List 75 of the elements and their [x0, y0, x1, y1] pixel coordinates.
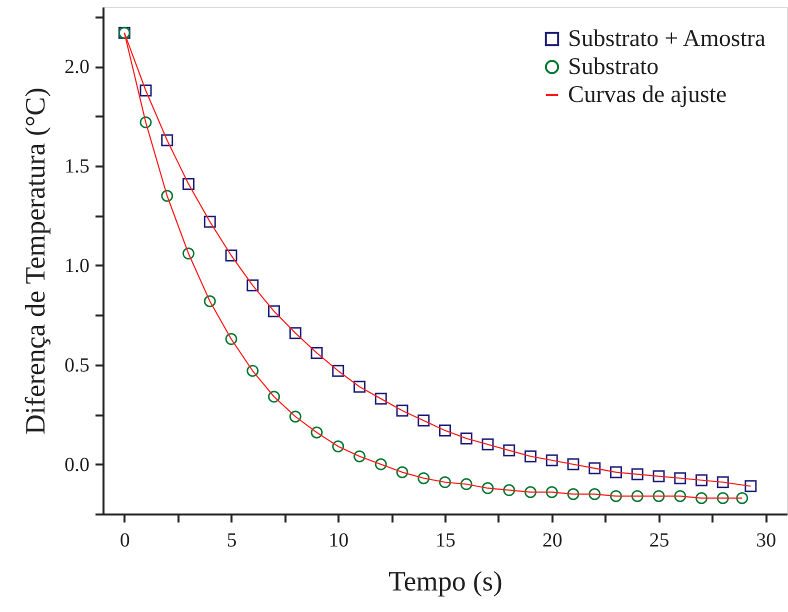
point	[588, 488, 601, 500]
x-tick-label: 25	[649, 530, 670, 552]
point	[524, 486, 536, 498]
x-tick-label: 0	[120, 530, 130, 552]
point	[140, 116, 152, 128]
point	[396, 466, 408, 478]
point	[567, 488, 580, 500]
point	[439, 424, 451, 436]
point	[631, 468, 644, 480]
point	[310, 426, 323, 438]
y-tick-label: 1.0	[64, 254, 90, 277]
point	[289, 410, 302, 423]
point	[396, 404, 408, 417]
point	[503, 484, 516, 496]
point	[418, 414, 430, 427]
legend-label: Curvas de ajuste	[568, 82, 727, 108]
point	[652, 470, 665, 482]
point	[225, 250, 238, 262]
x-tick-label: 10	[328, 530, 349, 552]
point	[716, 476, 729, 488]
point	[418, 472, 430, 484]
point	[204, 216, 216, 228]
point	[268, 390, 280, 403]
point	[716, 492, 729, 504]
point	[161, 190, 174, 202]
point	[182, 248, 194, 260]
point	[736, 492, 748, 504]
point	[482, 482, 494, 494]
point	[631, 490, 644, 502]
point	[225, 333, 238, 346]
point	[503, 444, 516, 456]
point	[374, 392, 387, 405]
point	[182, 178, 194, 190]
point	[268, 305, 280, 318]
point	[524, 450, 536, 462]
legend-label: Substrato + Amostra	[568, 26, 766, 52]
point	[744, 480, 757, 492]
y-tick-label: 0.0	[64, 454, 90, 476]
point	[289, 327, 302, 340]
point	[439, 476, 451, 488]
x-tick-label: 30	[756, 530, 776, 552]
point	[460, 478, 472, 490]
y-tick-label: 0.5	[64, 354, 90, 376]
legend-label: Substrato	[568, 54, 659, 80]
point	[588, 462, 601, 474]
point	[482, 438, 494, 450]
y-tick-label: 2.0	[64, 56, 90, 78]
point	[332, 440, 344, 452]
point	[354, 450, 366, 462]
point	[332, 364, 344, 377]
point	[674, 472, 686, 484]
point	[546, 454, 558, 466]
x-tick-label: 15	[436, 530, 456, 552]
point	[246, 364, 259, 377]
point	[567, 458, 580, 470]
point	[610, 490, 622, 502]
point	[246, 279, 259, 292]
point	[674, 490, 686, 502]
point	[354, 380, 366, 393]
y-axis-title: Diferença de Temperatura (°C)	[20, 88, 52, 434]
point	[310, 346, 323, 359]
x-tick-label: 5	[226, 530, 237, 552]
point	[696, 492, 708, 504]
x-tick-label: 20	[542, 530, 562, 552]
y-tick-label: 1.5	[64, 156, 90, 178]
point	[140, 84, 152, 96]
point	[546, 486, 558, 498]
point	[460, 432, 472, 444]
point	[610, 466, 622, 478]
point	[652, 490, 665, 502]
point	[204, 295, 216, 308]
x-axis-title: Tempo (s)	[388, 566, 502, 598]
point	[696, 474, 708, 486]
point	[161, 134, 174, 146]
point	[374, 458, 387, 470]
